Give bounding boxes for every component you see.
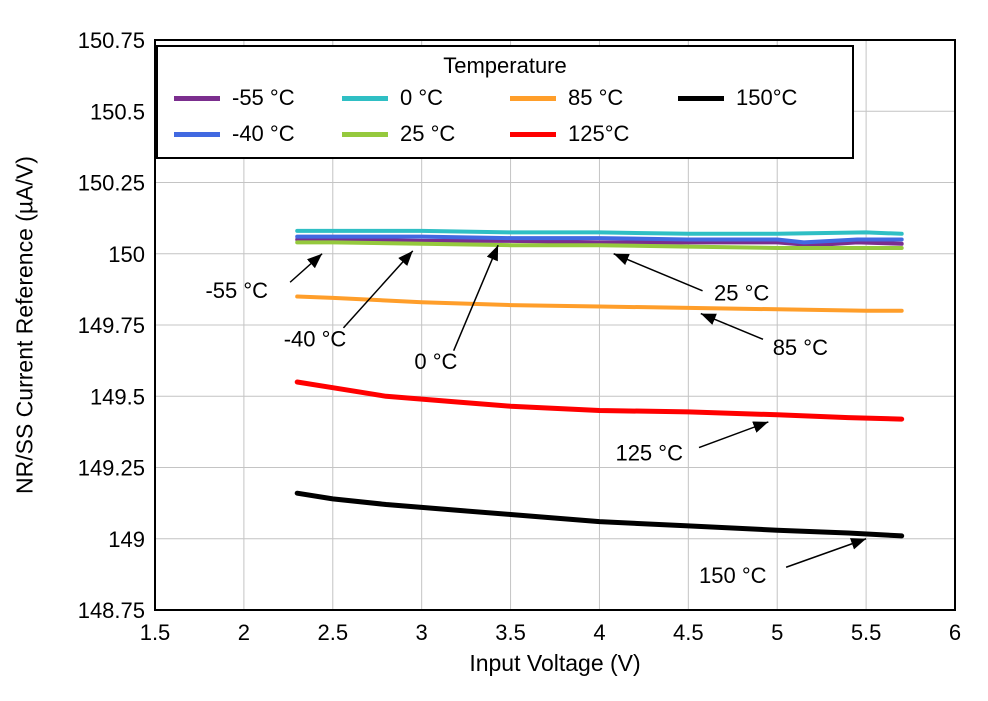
- x-tick-label: 4: [593, 620, 605, 645]
- legend-line-swatch: [342, 95, 388, 101]
- x-tick-label: 4.5: [673, 620, 704, 645]
- annotation-label: -55 °C: [205, 278, 268, 303]
- x-tick-label: 6: [949, 620, 961, 645]
- legend-item: 25 °C: [342, 121, 500, 147]
- legend-item-label: 150°C: [736, 85, 798, 110]
- legend-item: 85 °C: [510, 85, 668, 111]
- annotation-label: 85 °C: [773, 335, 828, 360]
- annotation-arrow: [698, 421, 769, 449]
- y-tick-label: 149.5: [90, 384, 145, 409]
- legend-item: -40 °C: [174, 121, 332, 147]
- legend-item-label: -55 °C: [232, 85, 295, 110]
- x-tick-label: 5.5: [851, 620, 882, 645]
- x-axis-title: Input Voltage (V): [469, 650, 641, 676]
- x-tick-label: 3.5: [495, 620, 526, 645]
- annotation-arrow: [700, 312, 764, 340]
- annotation-arrow: [613, 253, 703, 292]
- annotation-arrow: [785, 538, 867, 568]
- legend-line-swatch: [510, 131, 556, 137]
- series-line: [295, 294, 904, 313]
- plot-frame: [154, 39, 956, 611]
- annotation-arrow: [452, 244, 499, 351]
- legend: Temperature -55 °C -40 °C 0 °C 25 °C 85 °C 12…: [156, 45, 854, 159]
- annotation-arrow: [289, 253, 323, 283]
- x-tick-label: 2: [238, 620, 250, 645]
- x-tick-label: 3: [416, 620, 428, 645]
- series-lines: [294, 228, 905, 539]
- series-line: [295, 228, 904, 236]
- x-tick-label: 1.5: [140, 620, 171, 645]
- legend-item: 0 °C: [342, 85, 500, 111]
- series-line: [294, 379, 905, 422]
- legend-item-label: 85 °C: [568, 85, 624, 110]
- legend-item: 150°C: [678, 85, 836, 111]
- legend-line-swatch: [174, 95, 220, 101]
- legend-line-swatch: [174, 131, 220, 137]
- x-tick-label: 5: [771, 620, 783, 645]
- annotation-label: 125 °C: [615, 440, 683, 465]
- y-tick-label: 150.5: [90, 99, 145, 124]
- y-tick-label: 149.75: [78, 313, 145, 338]
- y-axis-title: NR/SS Current Reference (µA/V): [11, 156, 38, 494]
- legend-line-swatch: [342, 131, 388, 137]
- legend-title: Temperature: [443, 53, 567, 78]
- y-tick-label: 150.75: [78, 28, 145, 53]
- legend-entries: -55 °C -40 °C 0 °C 25 °C 85 °C 125°C 150°C: [174, 85, 836, 147]
- legend-item-label: 25 °C: [400, 121, 456, 146]
- series-line: [295, 237, 904, 248]
- annotation-label: -40 °C: [284, 326, 347, 351]
- y-tick-label: 150.25: [78, 171, 145, 196]
- annotations: -55 °C -40 °C 0 °C 25 °C 85 °C 125 °C 150 °C: [205, 244, 867, 588]
- legend-item-label: 125°C: [568, 121, 630, 146]
- y-tick-label: 150: [108, 242, 145, 267]
- legend-item: 125°C: [510, 121, 668, 147]
- annotation-label: 150 °C: [699, 563, 767, 588]
- annotation-label: 25 °C: [714, 281, 769, 306]
- annotation-label: 0 °C: [414, 349, 457, 374]
- y-tick-label: 148.75: [78, 598, 145, 623]
- y-tick-label: 149.25: [78, 456, 145, 481]
- legend-line-swatch: [510, 95, 556, 101]
- tick-labels: 1.5 2 2.5 3 3.5 4 4.5 5 5.5 6 148.75 149 149.25 149.5…: [78, 28, 961, 645]
- legend-item-label: 0 °C: [400, 85, 444, 110]
- x-tick-label: 2.5: [317, 620, 348, 645]
- legend-item-label: -40 °C: [232, 121, 295, 146]
- series-line: [295, 234, 904, 245]
- legend-line-swatch: [678, 95, 724, 101]
- series-line: [295, 240, 904, 250]
- series-line: [294, 490, 905, 539]
- plot-border: [154, 39, 956, 611]
- annotation-arrow: [342, 250, 414, 329]
- y-tick-label: 149: [108, 527, 145, 552]
- legend-item: -55 °C: [174, 85, 332, 111]
